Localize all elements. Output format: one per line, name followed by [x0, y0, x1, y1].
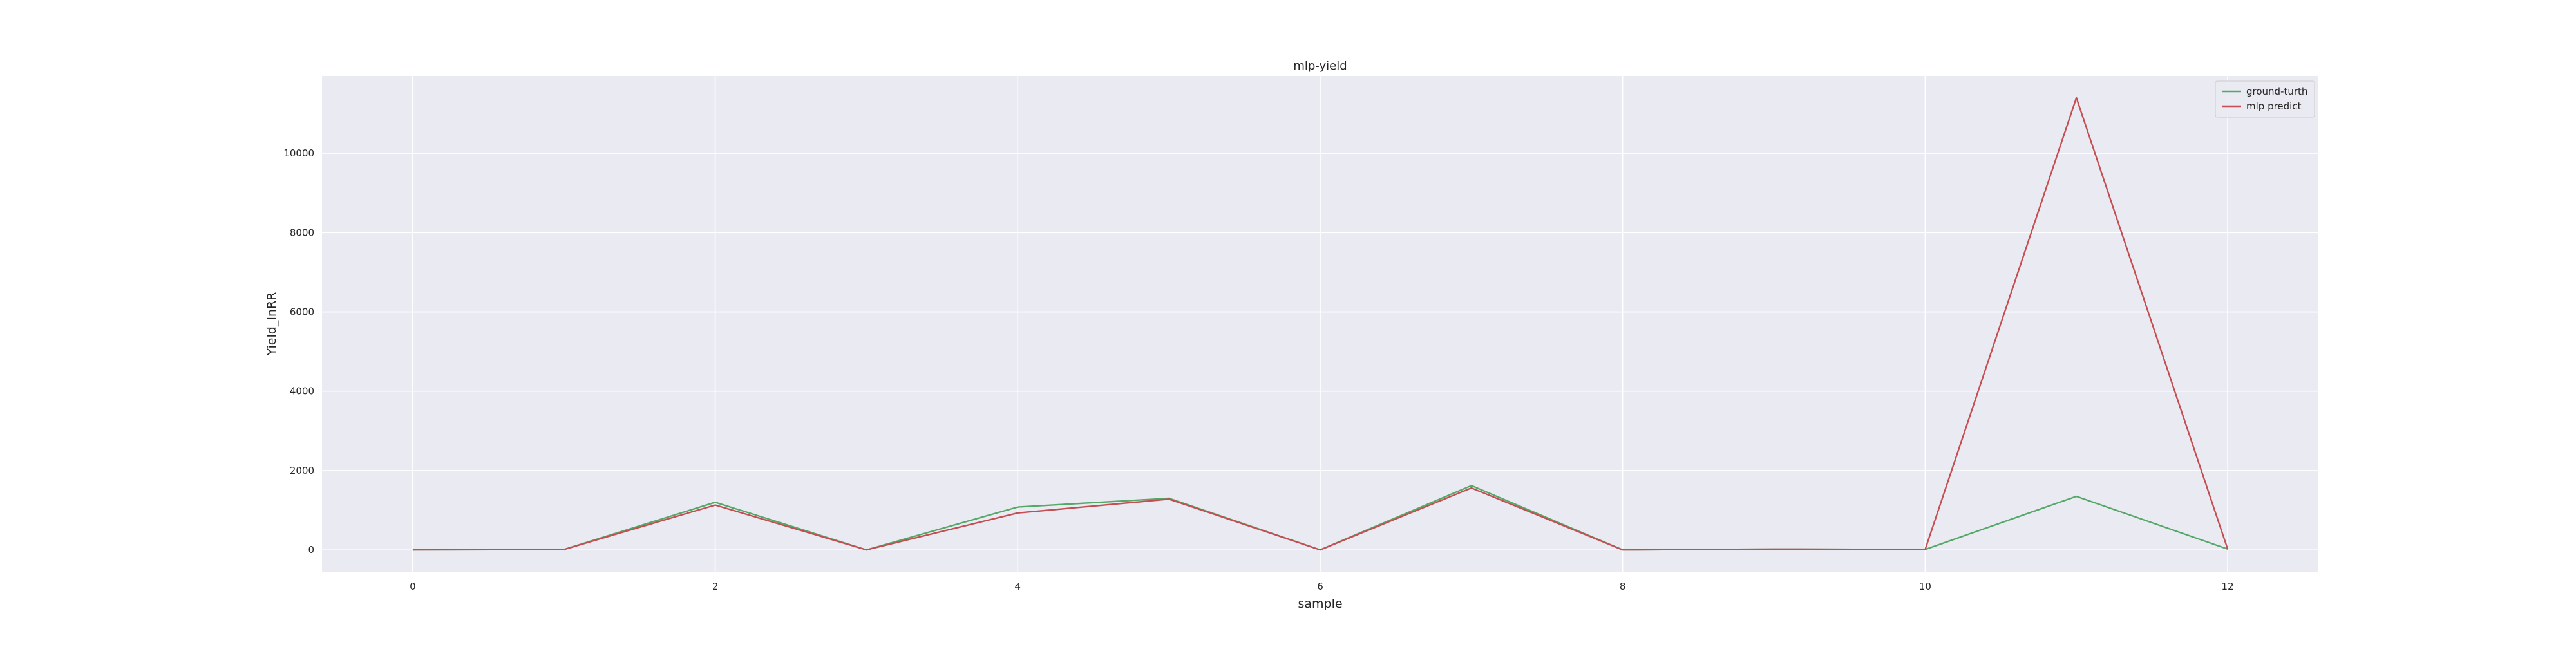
series-lines: [412, 97, 2229, 551]
y-tick-label: 4000: [290, 386, 314, 397]
x-tick-label: 8: [1620, 581, 1626, 592]
legend-box: [2215, 80, 2315, 118]
x-tick-label: 0: [410, 581, 416, 592]
x-tick-label: 6: [1317, 581, 1323, 592]
x-axis-ticks: 0 2 4 6 8 10 12: [410, 581, 2234, 592]
grid-lines: [322, 76, 2318, 572]
x-tick-label: 10: [1919, 581, 1931, 592]
y-axis-ticks: 0 2000 4000 6000 8000 10000: [283, 147, 314, 556]
legend-label: mlp predict: [2246, 100, 2302, 112]
y-tick-label: 0: [308, 544, 314, 556]
x-tick-label: 4: [1015, 581, 1021, 592]
y-tick-label: 10000: [283, 147, 314, 159]
y-tick-label: 6000: [290, 306, 314, 318]
y-tick-label: 8000: [290, 227, 314, 238]
legend-label: ground-turth: [2246, 86, 2307, 97]
chart-title: mlp-yield: [1293, 59, 1347, 73]
x-axis-label: sample: [1298, 597, 1342, 611]
legend: ground-turth mlp predict: [2215, 80, 2315, 118]
y-axis-label: Yield_InRR: [265, 292, 279, 357]
series-line-mlp-predict: [412, 97, 2229, 551]
x-tick-label: 2: [712, 581, 719, 592]
y-tick-label: 2000: [290, 465, 314, 476]
x-tick-label: 12: [2222, 581, 2234, 592]
